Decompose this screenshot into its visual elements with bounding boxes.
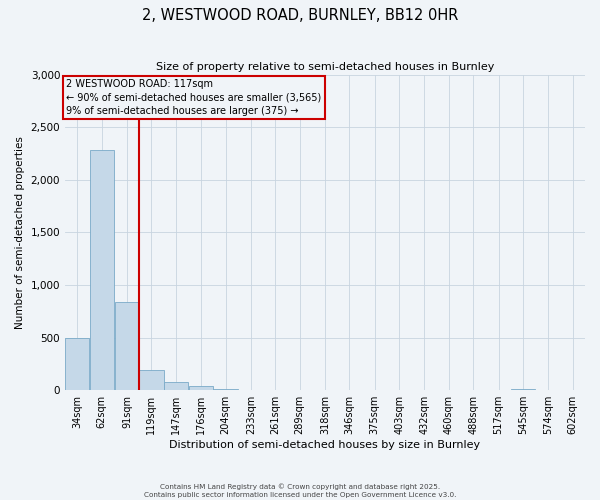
Bar [164, 382, 188, 390]
Bar [214, 389, 238, 390]
Bar [189, 386, 213, 390]
Bar [139, 370, 164, 390]
Text: Contains HM Land Registry data © Crown copyright and database right 2025.
Contai: Contains HM Land Registry data © Crown c… [144, 484, 456, 498]
Title: Size of property relative to semi-detached houses in Burnley: Size of property relative to semi-detach… [156, 62, 494, 72]
Bar [89, 150, 114, 390]
X-axis label: Distribution of semi-detached houses by size in Burnley: Distribution of semi-detached houses by … [169, 440, 481, 450]
Bar [511, 388, 535, 390]
Bar [65, 338, 89, 390]
Bar [115, 302, 139, 390]
Y-axis label: Number of semi-detached properties: Number of semi-detached properties [15, 136, 25, 329]
Text: 2 WESTWOOD ROAD: 117sqm
← 90% of semi-detached houses are smaller (3,565)
9% of : 2 WESTWOOD ROAD: 117sqm ← 90% of semi-de… [66, 80, 322, 116]
Text: 2, WESTWOOD ROAD, BURNLEY, BB12 0HR: 2, WESTWOOD ROAD, BURNLEY, BB12 0HR [142, 8, 458, 22]
